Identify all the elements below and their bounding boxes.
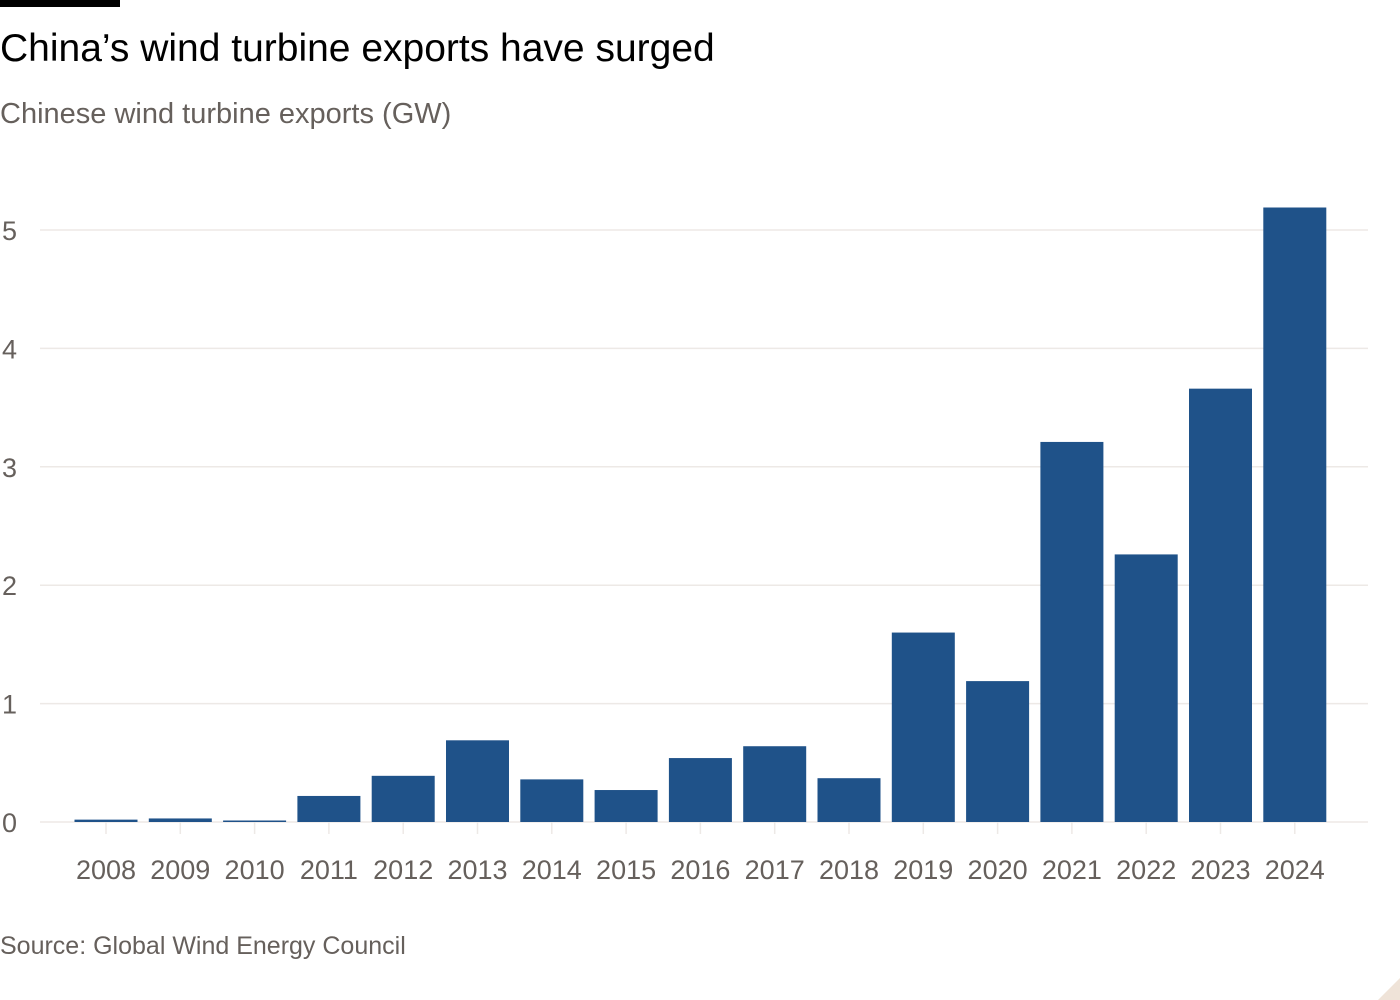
x-tick-label: 2013 (447, 855, 507, 885)
bar-2012 (371, 775, 435, 822)
x-tick-label: 2018 (819, 855, 879, 885)
header-rule (0, 0, 120, 7)
x-tick-label: 2015 (596, 855, 656, 885)
bar-2019 (891, 632, 955, 822)
x-tick-label: 2019 (893, 855, 953, 885)
bar-2016 (668, 758, 732, 822)
x-tick-label: 2009 (150, 855, 210, 885)
y-tick-label: 3 (2, 453, 17, 483)
x-tick-label: 2024 (1265, 855, 1325, 885)
x-tick-label: 2021 (1042, 855, 1102, 885)
bar-2013 (446, 740, 509, 822)
x-tick-label: 2010 (225, 855, 285, 885)
x-tick-label: 2023 (1190, 855, 1250, 885)
bar-2020 (966, 681, 1030, 822)
bars (74, 207, 1327, 822)
x-tick-label: 2020 (968, 855, 1028, 885)
bar-2018 (817, 778, 881, 822)
x-axis-tick-labels: 2008 2009 2010 2011 2012 2013 2014 2015 2016 2017… (76, 855, 1325, 885)
bar-2024 (1263, 207, 1327, 822)
y-axis-tick-labels: 0 1 2 3 4 5 (2, 216, 17, 838)
chart-title: China’s wind turbine exports have surged (0, 27, 715, 70)
bar-2009 (148, 818, 212, 822)
x-tick-label: 2022 (1116, 855, 1176, 885)
bar-2015 (594, 790, 658, 822)
bar-2008 (74, 819, 138, 822)
y-tick-label: 5 (2, 216, 17, 246)
bar-2011 (297, 795, 361, 822)
bar-2014 (520, 779, 584, 822)
x-tick-label: 2016 (670, 855, 730, 885)
bar-2010 (223, 820, 287, 822)
x-tick-label: 2012 (373, 855, 433, 885)
y-tick-label: 1 (2, 690, 17, 720)
corner-mark (1378, 978, 1400, 1000)
x-axis-tick-marks (105, 822, 1296, 834)
source-note: Source: Global Wind Energy Council (0, 932, 406, 960)
x-tick-label: 2017 (745, 855, 805, 885)
y-tick-label: 2 (2, 571, 17, 601)
x-tick-label: 2008 (76, 855, 136, 885)
y-tick-label: 0 (2, 808, 17, 838)
bar-2017 (743, 746, 807, 822)
bar-2022 (1114, 554, 1178, 822)
bar-2021 (1040, 441, 1104, 822)
x-tick-label: 2011 (300, 855, 358, 885)
y-tick-label: 4 (2, 334, 17, 364)
bar-2023 (1189, 388, 1252, 822)
x-tick-label: 2014 (522, 855, 582, 885)
chart-subtitle: Chinese wind turbine exports (GW) (0, 98, 452, 130)
